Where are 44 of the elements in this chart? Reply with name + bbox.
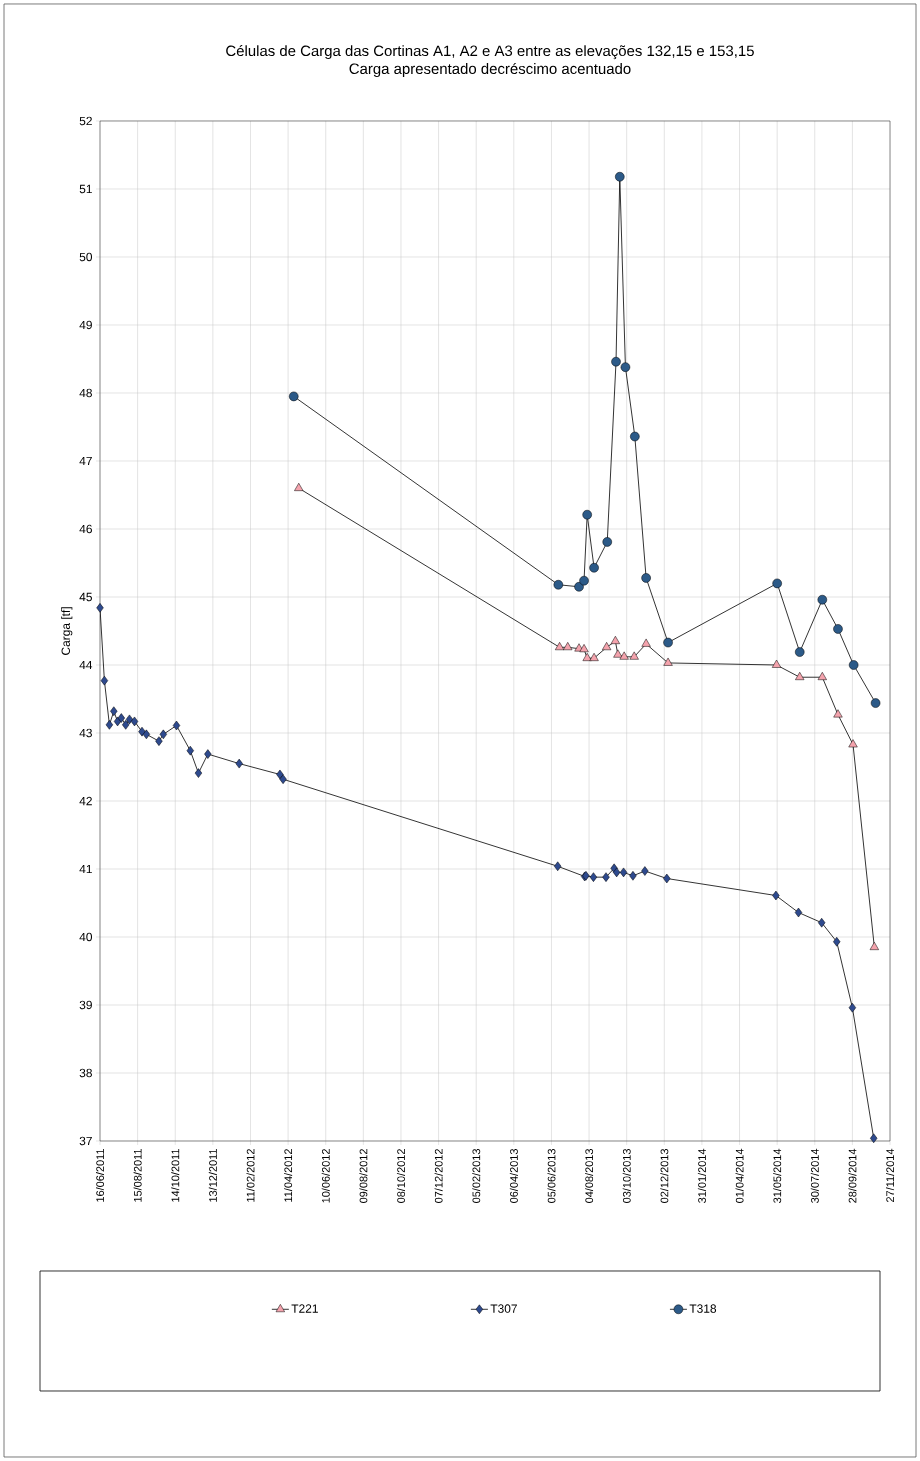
x-tick-label: 11/04/2012 [284,1149,293,1202]
x-tick-label: 02/12/2013 [660,1149,669,1203]
legend-label: T221 [291,1304,318,1313]
x-tick-label: 04/08/2013 [585,1149,594,1203]
y-tick-label: 46 [79,524,92,534]
y-tick-label: 49 [79,320,92,330]
x-tick-label: 31/05/2014 [773,1148,782,1203]
x-tick-label: 13/12/2011 [208,1149,217,1202]
x-tick-label: 09/08/2012 [359,1149,368,1203]
x-tick-label: 08/10/2012 [396,1149,405,1203]
y-tick-label: 40 [79,932,93,942]
x-tick-label: 30/07/2014 [810,1148,819,1203]
x-tick-label: 15/08/2011 [133,1149,142,1202]
y-tick-label: 43 [79,728,92,738]
y-tick-label: 44 [79,660,93,670]
y-tick-label: 47 [79,456,92,466]
y-axis-title: Carga [tf] [61,607,73,655]
x-tick-label: 03/10/2013 [622,1149,631,1203]
x-tick-label: 05/06/2013 [547,1149,556,1203]
y-tick-label: 52 [79,116,92,126]
y-tick-label: 45 [79,592,92,602]
x-tick-label: 28/09/2014 [848,1148,857,1203]
x-tick-label: 01/04/2014 [735,1148,744,1203]
y-tick-label: 50 [79,252,93,262]
x-tick-label: 10/06/2012 [321,1149,330,1203]
y-tick-label: 39 [79,1000,92,1010]
y-tick-label: 48 [79,388,92,398]
chart-subtitle: Carga apresentado decréscimo acentuado [349,62,631,77]
x-tick-label: 14/10/2011 [171,1149,180,1202]
legend-label: T307 [490,1304,517,1313]
chart-title: Células de Carga das Cortinas A1, A2 e A3 entre as elevações 132,15 e 153,15 [226,44,754,60]
y-tick-label: 42 [79,796,92,806]
x-tick-label: 07/12/2012 [434,1149,443,1203]
x-tick-label: 27/11/2014 [886,1148,895,1202]
x-tick-label: 11/02/2012 [246,1149,255,1202]
y-tick-label: 37 [79,1136,92,1146]
x-tick-label: 06/04/2013 [509,1149,518,1203]
x-tick-label: 05/02/2013 [472,1149,481,1203]
y-tick-label: 41 [79,864,92,874]
y-tick-label: 38 [79,1068,92,1078]
x-tick-label: 31/01/2014 [697,1148,706,1203]
x-tick-label: 16/06/2011 [95,1149,105,1202]
legend-label: T318 [689,1304,717,1313]
y-tick-label: 51 [79,184,92,194]
